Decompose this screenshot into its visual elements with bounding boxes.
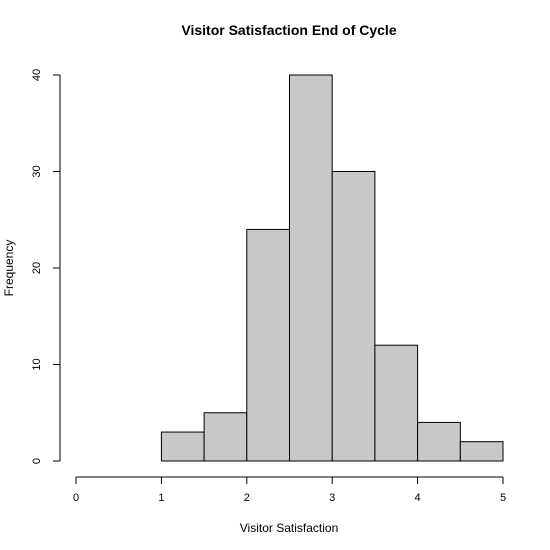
histogram-bar-3 (289, 74, 333, 462)
histogram-bar-4 (331, 171, 376, 462)
histogram-bar-2 (246, 228, 291, 462)
y-tick-label-1: 10 (31, 358, 43, 370)
histogram-bar-6 (417, 421, 461, 462)
chart-title: Visitor Satisfaction End of Cycle (181, 22, 396, 38)
bars-group (160, 74, 504, 462)
x-tick-label-2: 2 (244, 492, 250, 504)
histogram-bar-5 (374, 344, 419, 462)
y-tick-label-0: 0 (31, 458, 43, 464)
x-tick-label-4: 4 (415, 492, 421, 504)
histogram-bar-0 (160, 431, 205, 462)
x-axis: 0 1 2 3 4 5 (73, 476, 506, 504)
y-tick-label-2: 20 (31, 262, 43, 274)
x-tick-label-3: 3 (329, 492, 335, 504)
x-tick-label-5: 5 (500, 492, 506, 504)
y-tick-label-4: 40 (31, 69, 43, 81)
x-tick-label-1: 1 (158, 492, 164, 504)
y-tick-label-3: 30 (31, 165, 43, 177)
histogram-bar-7 (459, 441, 504, 462)
histogram-bar-1 (203, 412, 248, 462)
x-tick-label-0: 0 (73, 492, 79, 504)
y-axis-label: Frequency (2, 240, 16, 297)
x-axis-label: Visitor Satisfaction (240, 521, 339, 535)
y-axis: 0 10 20 30 40 (31, 69, 61, 464)
